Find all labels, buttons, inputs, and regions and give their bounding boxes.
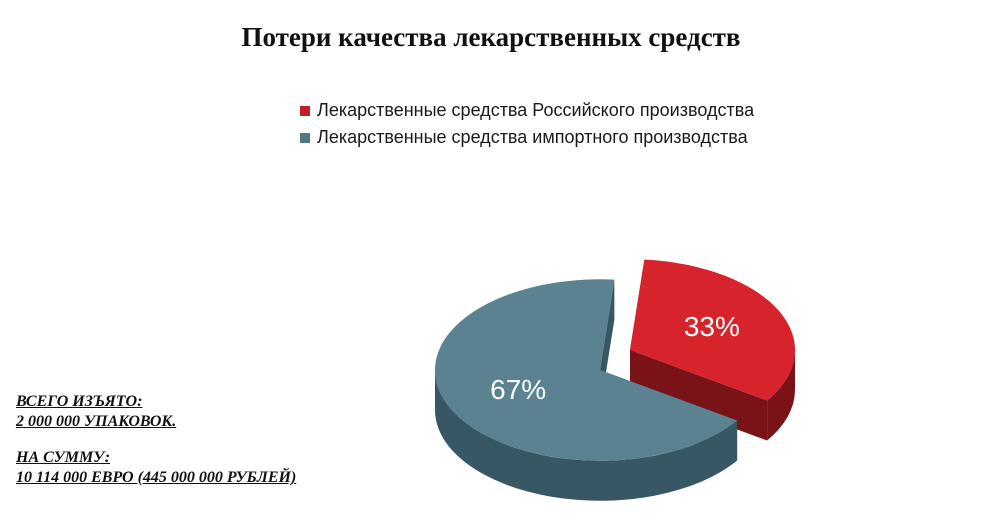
footnote-gap [16,432,296,448]
footnotes: ВСЕГО ИЗЪЯТО: 2 000 000 УПАКОВОК. НА СУМ… [16,392,296,488]
pie-label-import: 67% [490,374,546,405]
footnote-line: 2 000 000 УПАКОВОК. [16,412,296,432]
pie-label-russian: 33% [684,311,740,342]
footnote-line: ВСЕГО ИЗЪЯТО: [16,392,296,412]
footnote-line: НА СУММУ: [16,448,296,468]
footnote-line: 10 114 000 ЕВРО (445 000 000 РУБЛЕЙ) [16,468,296,488]
